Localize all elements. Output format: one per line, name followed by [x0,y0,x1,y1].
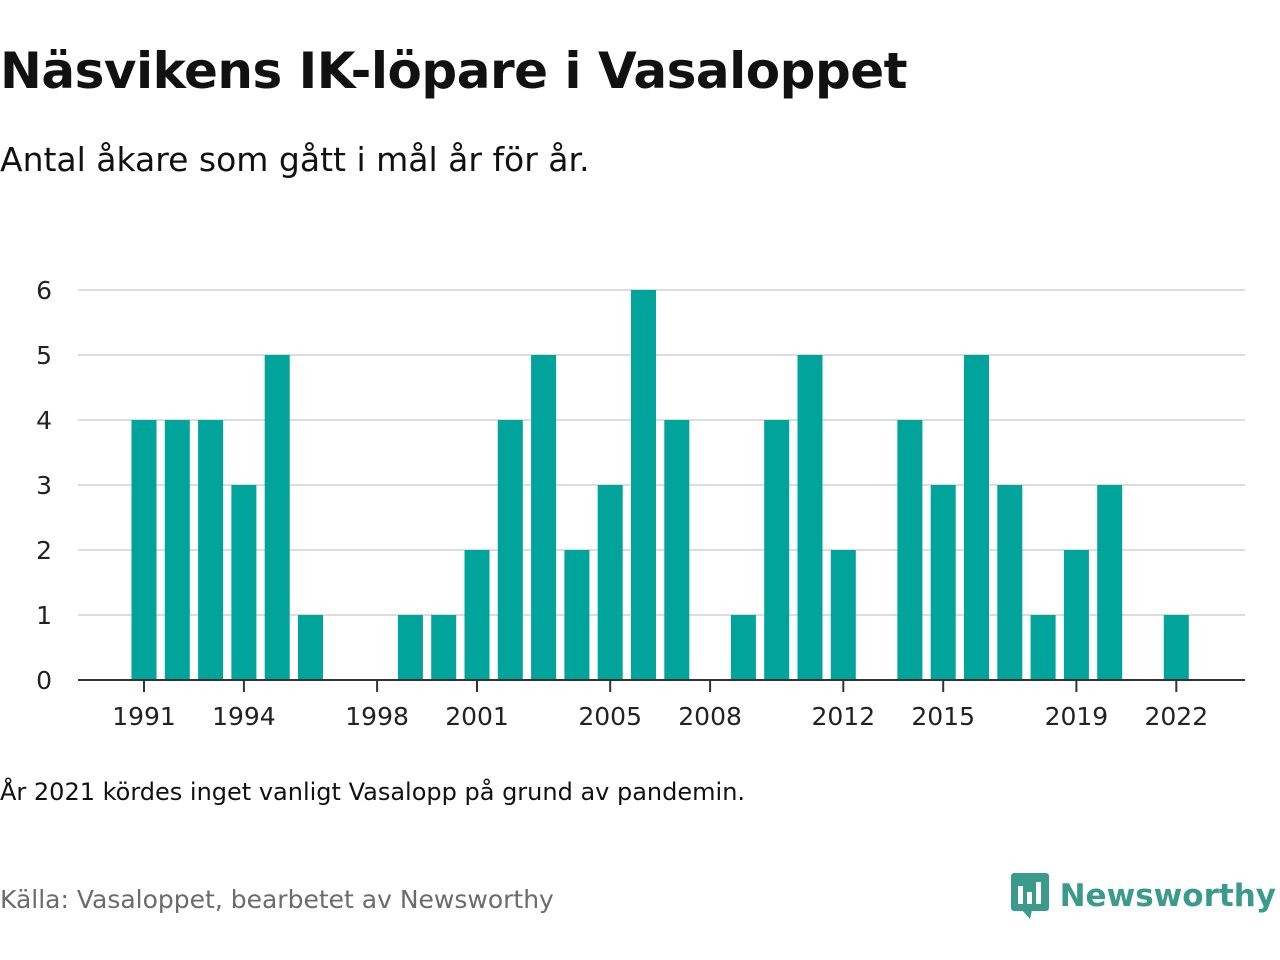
brand-logo: Newsworthy [1010,872,1276,920]
x-tick-label: 2015 [911,702,975,731]
bar-1993 [198,420,224,680]
bar-2018 [1030,615,1056,680]
bar-2007 [664,420,690,680]
bar-2017 [997,485,1023,680]
bar-2020 [1097,485,1123,680]
bar-2010 [764,420,790,680]
y-tick-label: 1 [36,601,52,630]
bar-2004 [564,550,590,680]
y-tick-label: 2 [36,536,52,565]
bar-2016 [964,355,989,680]
y-tick-label: 0 [36,666,52,695]
y-tick-label: 5 [36,341,52,370]
y-tick-label: 4 [36,406,52,435]
x-tick-label: 2005 [578,702,642,731]
newsworthy-logo-icon [1010,873,1049,919]
bar-2005 [597,485,623,680]
x-tick-label: 2008 [678,702,742,731]
bar-2001 [464,550,490,680]
chart-subtitle: Antal åkare som gått i mål år för år. [0,140,590,179]
y-tick-label: 3 [36,471,52,500]
bar-2002 [497,420,523,680]
x-tick-label: 2012 [811,702,875,731]
bar-2009 [730,615,756,680]
bar-1996 [298,615,323,680]
x-tick-label: 1998 [345,702,409,731]
bar-1992 [164,420,190,680]
y-axis: 0 1 2 3 4 5 6 [36,276,52,695]
source-credit: Källa: Vasaloppet, bearbetet av Newswort… [0,885,554,914]
x-tick-label: 2001 [445,702,509,731]
bar-chart: 0 1 2 3 4 5 6 1991 1994 1998 2001 2005 2008 2012 2015… [36,276,1245,731]
bar-2015 [930,485,956,680]
bar-2003 [531,355,557,680]
footnote: År 2021 kördes inget vanligt Vasalopp på… [0,778,746,806]
chart-title: Näsvikens IK-löpare i Vasaloppet [0,42,908,100]
bar-2012 [830,550,856,680]
bar-1994 [231,485,257,680]
bar-2000 [431,615,457,680]
x-tick-label: 2022 [1144,702,1208,731]
x-tick-label: 2019 [1045,702,1109,731]
bar-1999 [397,615,423,680]
bar-2014 [897,420,923,680]
bar-2022 [1163,615,1189,680]
y-tick-label: 6 [36,276,52,305]
bar-2019 [1063,550,1089,680]
bars [131,290,1189,680]
bar-2011 [797,355,823,680]
bar-1991 [131,420,157,680]
bar-2006 [631,290,656,680]
x-axis: 1991 1994 1998 2001 2005 2008 2012 2015 2019 2022 [78,679,1245,731]
brand-name: Newsworthy [1059,878,1276,914]
x-tick-label: 1991 [112,702,176,731]
x-tick-label: 1994 [212,702,276,731]
bar-1995 [264,355,290,680]
